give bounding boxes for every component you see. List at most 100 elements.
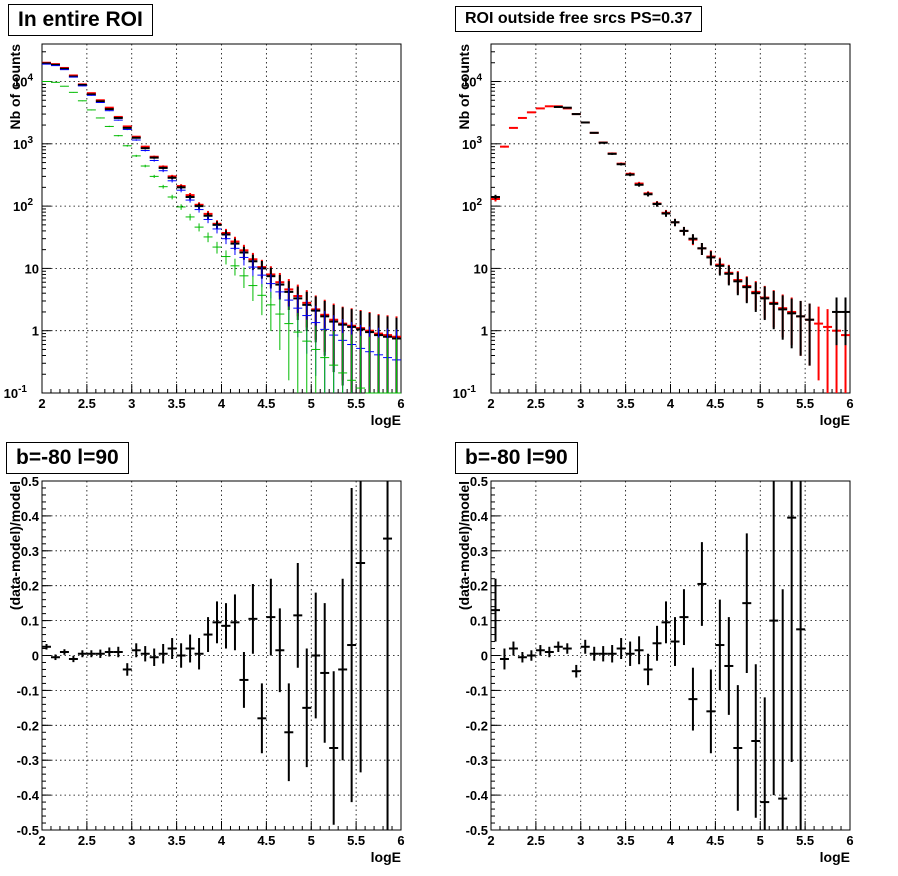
data-point	[77, 100, 87, 102]
data-point	[131, 136, 141, 139]
top-right-plot: 2 2.5 3 3.5 4 4.5 5 5.5 610-1110102103104logENb …	[453, 43, 854, 428]
panel-title: In entire ROI	[8, 4, 153, 36]
data-point	[149, 648, 159, 666]
x-tick-label: 3	[128, 833, 135, 848]
data-point	[104, 108, 114, 111]
data-point	[491, 194, 500, 200]
data-point	[347, 487, 357, 803]
data-point	[580, 639, 590, 654]
data-point	[50, 81, 60, 83]
plot-frame	[41, 480, 402, 831]
y-tick-exponent: -1	[467, 384, 476, 395]
data-point	[643, 192, 653, 197]
data-point	[661, 601, 671, 644]
x-tick-label: 4	[218, 833, 226, 848]
data-point	[68, 655, 78, 663]
data-point	[392, 338, 401, 394]
x-tick-label: 4.5	[706, 833, 724, 848]
data-point	[356, 335, 366, 393]
x-tick-label: 5.5	[347, 396, 365, 411]
data-point	[104, 125, 114, 128]
y-tick-label: 103	[13, 135, 33, 152]
x-tick-label: 3.5	[168, 396, 186, 411]
x-tick-label: 6	[397, 396, 404, 411]
data-point	[679, 589, 689, 646]
x-axis-title: logE	[371, 412, 401, 428]
panel-title: b=-80 l=90	[6, 442, 129, 474]
series-0	[42, 481, 393, 830]
data-point	[616, 638, 626, 659]
data-point	[42, 81, 51, 83]
data-point	[634, 183, 644, 187]
data-point	[257, 266, 267, 288]
data-point	[158, 166, 168, 170]
x-tick-label: 6	[397, 833, 404, 848]
data-point	[347, 334, 357, 393]
top-left-panel: 2 2.5 3 3.5 4 4.5 5 5.5 6 10-1 1 10 102 103 104 logE Nb …	[0, 0, 449, 438]
data-point	[706, 251, 716, 266]
x-tick-label: 3.5	[168, 833, 186, 848]
data-point	[535, 107, 545, 110]
data-point	[167, 176, 177, 180]
y-tick-label: -0.5	[17, 823, 39, 838]
x-tick-label: 2	[38, 396, 45, 411]
y-tick-exponent: 2	[27, 197, 33, 208]
data-point	[68, 91, 78, 93]
data-point	[329, 671, 339, 825]
data-point	[562, 106, 572, 109]
plot-frame	[41, 43, 402, 394]
y-tick-label: 0.1	[470, 614, 488, 629]
y-tick-label: -0.4	[17, 788, 40, 803]
data-point	[203, 232, 213, 243]
data-point	[724, 265, 734, 286]
data-point	[113, 646, 123, 658]
y-tick-label: 10-1	[453, 384, 477, 401]
data-point	[320, 603, 330, 743]
data-point	[203, 617, 213, 653]
data-point	[113, 119, 123, 121]
data-point	[607, 645, 617, 663]
data-point	[212, 601, 222, 644]
data-point	[149, 174, 159, 178]
data-point	[760, 697, 770, 830]
data-point	[113, 116, 123, 119]
data-point	[697, 242, 707, 255]
x-tick-label: 3	[128, 396, 135, 411]
data-point	[266, 578, 276, 656]
data-point	[230, 242, 240, 255]
data-point	[374, 337, 384, 394]
data-point	[751, 282, 761, 312]
data-point	[248, 275, 258, 301]
x-tick-label: 6	[846, 396, 853, 411]
data-point	[176, 204, 186, 210]
data-point	[652, 201, 662, 207]
data-point	[311, 325, 321, 393]
data-point	[248, 259, 258, 278]
data-point	[203, 216, 213, 224]
y-tick-label: -0.1	[466, 683, 488, 698]
data-point	[59, 649, 69, 655]
x-tick-label: 4.5	[257, 396, 275, 411]
data-point	[167, 194, 177, 200]
data-point	[598, 141, 608, 144]
x-tick-label: 4.5	[257, 833, 275, 848]
x-tick-label: 4.5	[706, 396, 724, 411]
data-point	[580, 121, 590, 124]
y-tick-label: -0.2	[17, 718, 39, 733]
y-tick-exponent: 3	[476, 135, 482, 146]
x-tick-label: 2	[38, 833, 45, 848]
x-tick-label: 3.5	[617, 833, 635, 848]
data-point	[284, 683, 294, 782]
data-point	[841, 297, 850, 346]
x-tick-label: 5.5	[347, 833, 365, 848]
data-point	[544, 646, 554, 658]
x-tick-label: 5.5	[796, 833, 814, 848]
data-point	[104, 110, 114, 112]
data-point	[158, 184, 168, 189]
data-point	[95, 117, 105, 119]
plot-frame	[490, 43, 851, 394]
x-tick-label: 4	[218, 396, 226, 411]
data-point	[158, 169, 168, 173]
data-point	[86, 109, 96, 111]
y-tick-label: -0.1	[17, 683, 39, 698]
